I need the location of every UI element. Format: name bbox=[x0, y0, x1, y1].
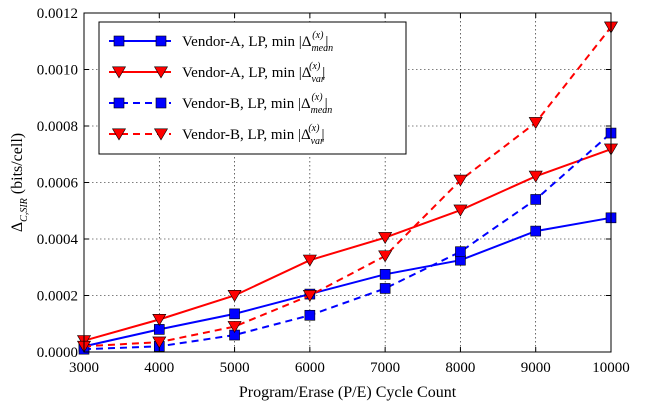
y-tick-label: 0.0004 bbox=[37, 232, 79, 248]
legend-label-superscript: (x) bbox=[312, 30, 324, 41]
series-line bbox=[83, 148, 612, 342]
data-point bbox=[302, 254, 317, 267]
legend: Vendor-A, LP, min |Δmean(x) |Vendor-A, LP… bbox=[98, 21, 407, 155]
x-tick-label: 6000 bbox=[295, 360, 325, 376]
legend-label-tail: | bbox=[322, 65, 325, 81]
y-title-delta: Δ bbox=[9, 222, 26, 232]
legend-label-subscript: mean bbox=[311, 43, 333, 54]
x-tick-label: 7000 bbox=[370, 360, 400, 376]
data-point bbox=[379, 269, 391, 280]
data-point bbox=[152, 314, 167, 326]
data-point bbox=[302, 289, 317, 302]
legend-marker bbox=[155, 97, 167, 109]
legend-marker bbox=[153, 128, 169, 141]
legend-marker bbox=[155, 35, 167, 47]
legend-label-main: Vendor-B, LP, min |Δ bbox=[182, 127, 311, 143]
legend-marker bbox=[153, 66, 169, 79]
data-point bbox=[528, 170, 543, 183]
data-point bbox=[378, 232, 393, 245]
y-tick-label: 0.0010 bbox=[37, 63, 78, 79]
y-title-subscript: C,SIR bbox=[19, 198, 30, 222]
y-axis-title: ΔC,SIR (bits/cell) bbox=[9, 133, 30, 232]
data-point bbox=[152, 336, 167, 349]
data-point bbox=[304, 309, 316, 321]
legend-label-tail: | bbox=[321, 127, 324, 143]
y-title-unit: (bits/cell) bbox=[9, 133, 26, 198]
data-point bbox=[229, 308, 240, 320]
y-tick-label: 0.0002 bbox=[37, 289, 78, 305]
x-tick-label: 4000 bbox=[144, 360, 174, 376]
legend-marker bbox=[111, 66, 127, 79]
legend-label-tail: | bbox=[325, 96, 328, 112]
legend-label: Vendor-B, LP, min |Δmean (x) | bbox=[182, 92, 332, 116]
legend-entry: Vendor-A, LP, min |Δmean (x) | bbox=[109, 30, 333, 54]
data-point bbox=[378, 250, 393, 263]
data-point bbox=[453, 204, 468, 217]
legend-label: Vendor-B, LP, min |Δvar (x) | bbox=[182, 123, 324, 147]
y-tick-label: 0.0000 bbox=[37, 345, 78, 361]
legend-label-superscript: (x) bbox=[309, 61, 321, 72]
legend-entry: Vendor-B, LP, min |Δmean (x) | bbox=[109, 92, 332, 116]
legend-entry: Vendor-A, LP, min |Δvar (x) | bbox=[109, 61, 325, 85]
data-point bbox=[227, 289, 242, 302]
series-line bbox=[83, 216, 612, 348]
axis-ticks: 3000 4000 5000 6000 7000 8000 9000 10000 0.0000 0… bbox=[37, 6, 630, 376]
legend-label-subscript: var bbox=[311, 74, 324, 85]
x-axis-title: Program/Erase (P/E) Cycle Count bbox=[239, 384, 457, 401]
y-tick-label: 0.0012 bbox=[37, 6, 78, 22]
x-tick-label: 9000 bbox=[521, 360, 551, 376]
legend-label-main: Vendor-A, LP, min |Δ bbox=[182, 34, 312, 50]
x-tick-label: 8000 bbox=[445, 360, 475, 376]
data-point bbox=[379, 283, 391, 294]
legend-label-main: Vendor-A, LP, min |Δ bbox=[182, 65, 312, 81]
legend-entry: Vendor-B, LP, min |Δvar (x) | bbox=[109, 123, 324, 147]
legend-label-main: Vendor-B, LP, min |Δ bbox=[182, 96, 311, 112]
legend-marker bbox=[113, 35, 125, 47]
legend-label: Vendor-A, LP, min |Δvar (x) | bbox=[182, 61, 325, 85]
legend-label-superscript: (x) bbox=[308, 123, 320, 134]
data-point bbox=[227, 321, 242, 334]
legend-label-subscript: mean bbox=[311, 105, 333, 116]
series-2 bbox=[76, 143, 619, 348]
legend-marker bbox=[113, 97, 125, 109]
legend-label: Vendor-A, LP, min |Δmean (x) | bbox=[182, 30, 333, 54]
legend-label-superscript: (x) bbox=[311, 92, 323, 103]
x-tick-label: 3000 bbox=[69, 360, 99, 376]
series-line bbox=[83, 26, 612, 348]
legend-label-tail: | bbox=[325, 34, 328, 50]
legend-marker bbox=[111, 128, 127, 141]
data-point bbox=[528, 117, 543, 130]
y-tick-label: 0.0006 bbox=[37, 176, 79, 192]
legend-box bbox=[98, 21, 407, 155]
legend-label-subscript: var bbox=[311, 136, 324, 147]
x-tick-label: 10000 bbox=[592, 360, 630, 376]
data-point bbox=[455, 246, 466, 258]
data-point bbox=[530, 194, 542, 205]
data-point bbox=[453, 174, 468, 187]
series-line bbox=[83, 132, 612, 351]
x-tick-label: 5000 bbox=[220, 360, 250, 376]
y-tick-label: 0.0008 bbox=[37, 119, 78, 135]
data-point bbox=[530, 225, 542, 237]
